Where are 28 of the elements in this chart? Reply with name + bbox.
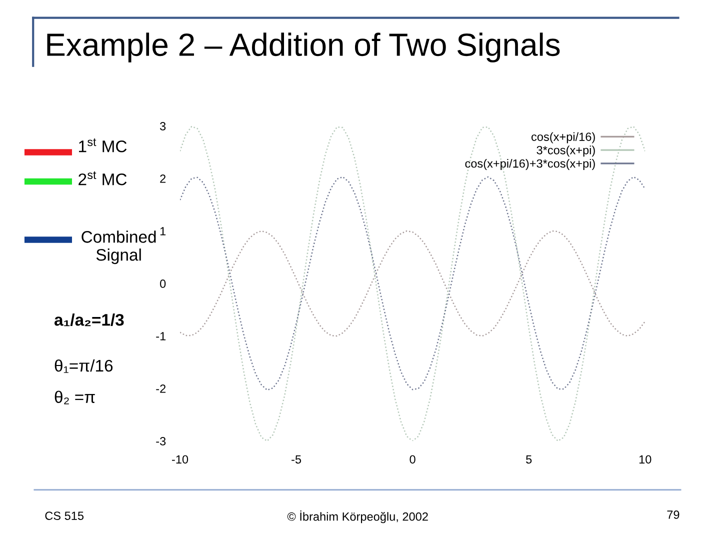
x-tick-label: 0 [410,455,416,464]
x-tick-label: -5 [292,455,302,464]
x-tick-label: 5 [526,455,532,464]
y-tick-label: 1 [160,227,166,236]
y-tick-label: -2 [156,384,166,393]
y-tick-label: 2 [160,174,166,183]
chart-title: Example 2 – Addition of Two Signals [47,32,560,62]
x-tick-label: 10 [639,455,652,464]
text: 79 [667,510,680,519]
y-tick-label: 3 [160,122,166,130]
line-series [180,176,646,391]
text: θ₁=π/16 [54,359,113,373]
text: CS 515 [45,512,84,520]
legend-label: cos(x+pi/16)+3*cos(x+pi) [465,159,595,170]
legend-label: 3*cos(x+pi) [536,146,595,157]
y-tick-label: -3 [156,437,166,446]
line-series [180,230,646,337]
text: θ₂ =π [54,390,95,404]
x-tick-label: -10 [172,455,188,464]
text: 2$^{st}$ MC [78,171,127,186]
y-tick-label: 0 [160,280,166,288]
y-tick-label: -1 [156,332,166,340]
text: a₁/a₂=1/3 [54,314,124,326]
text: 1$^{st}$ MC [79,138,127,152]
line-series [180,126,646,442]
text: © İbrahim Körpeoğlu, 2002 [287,510,428,524]
legend-label: cos(x+pi/16) [532,132,595,144]
text: Combined Signal [82,230,156,264]
